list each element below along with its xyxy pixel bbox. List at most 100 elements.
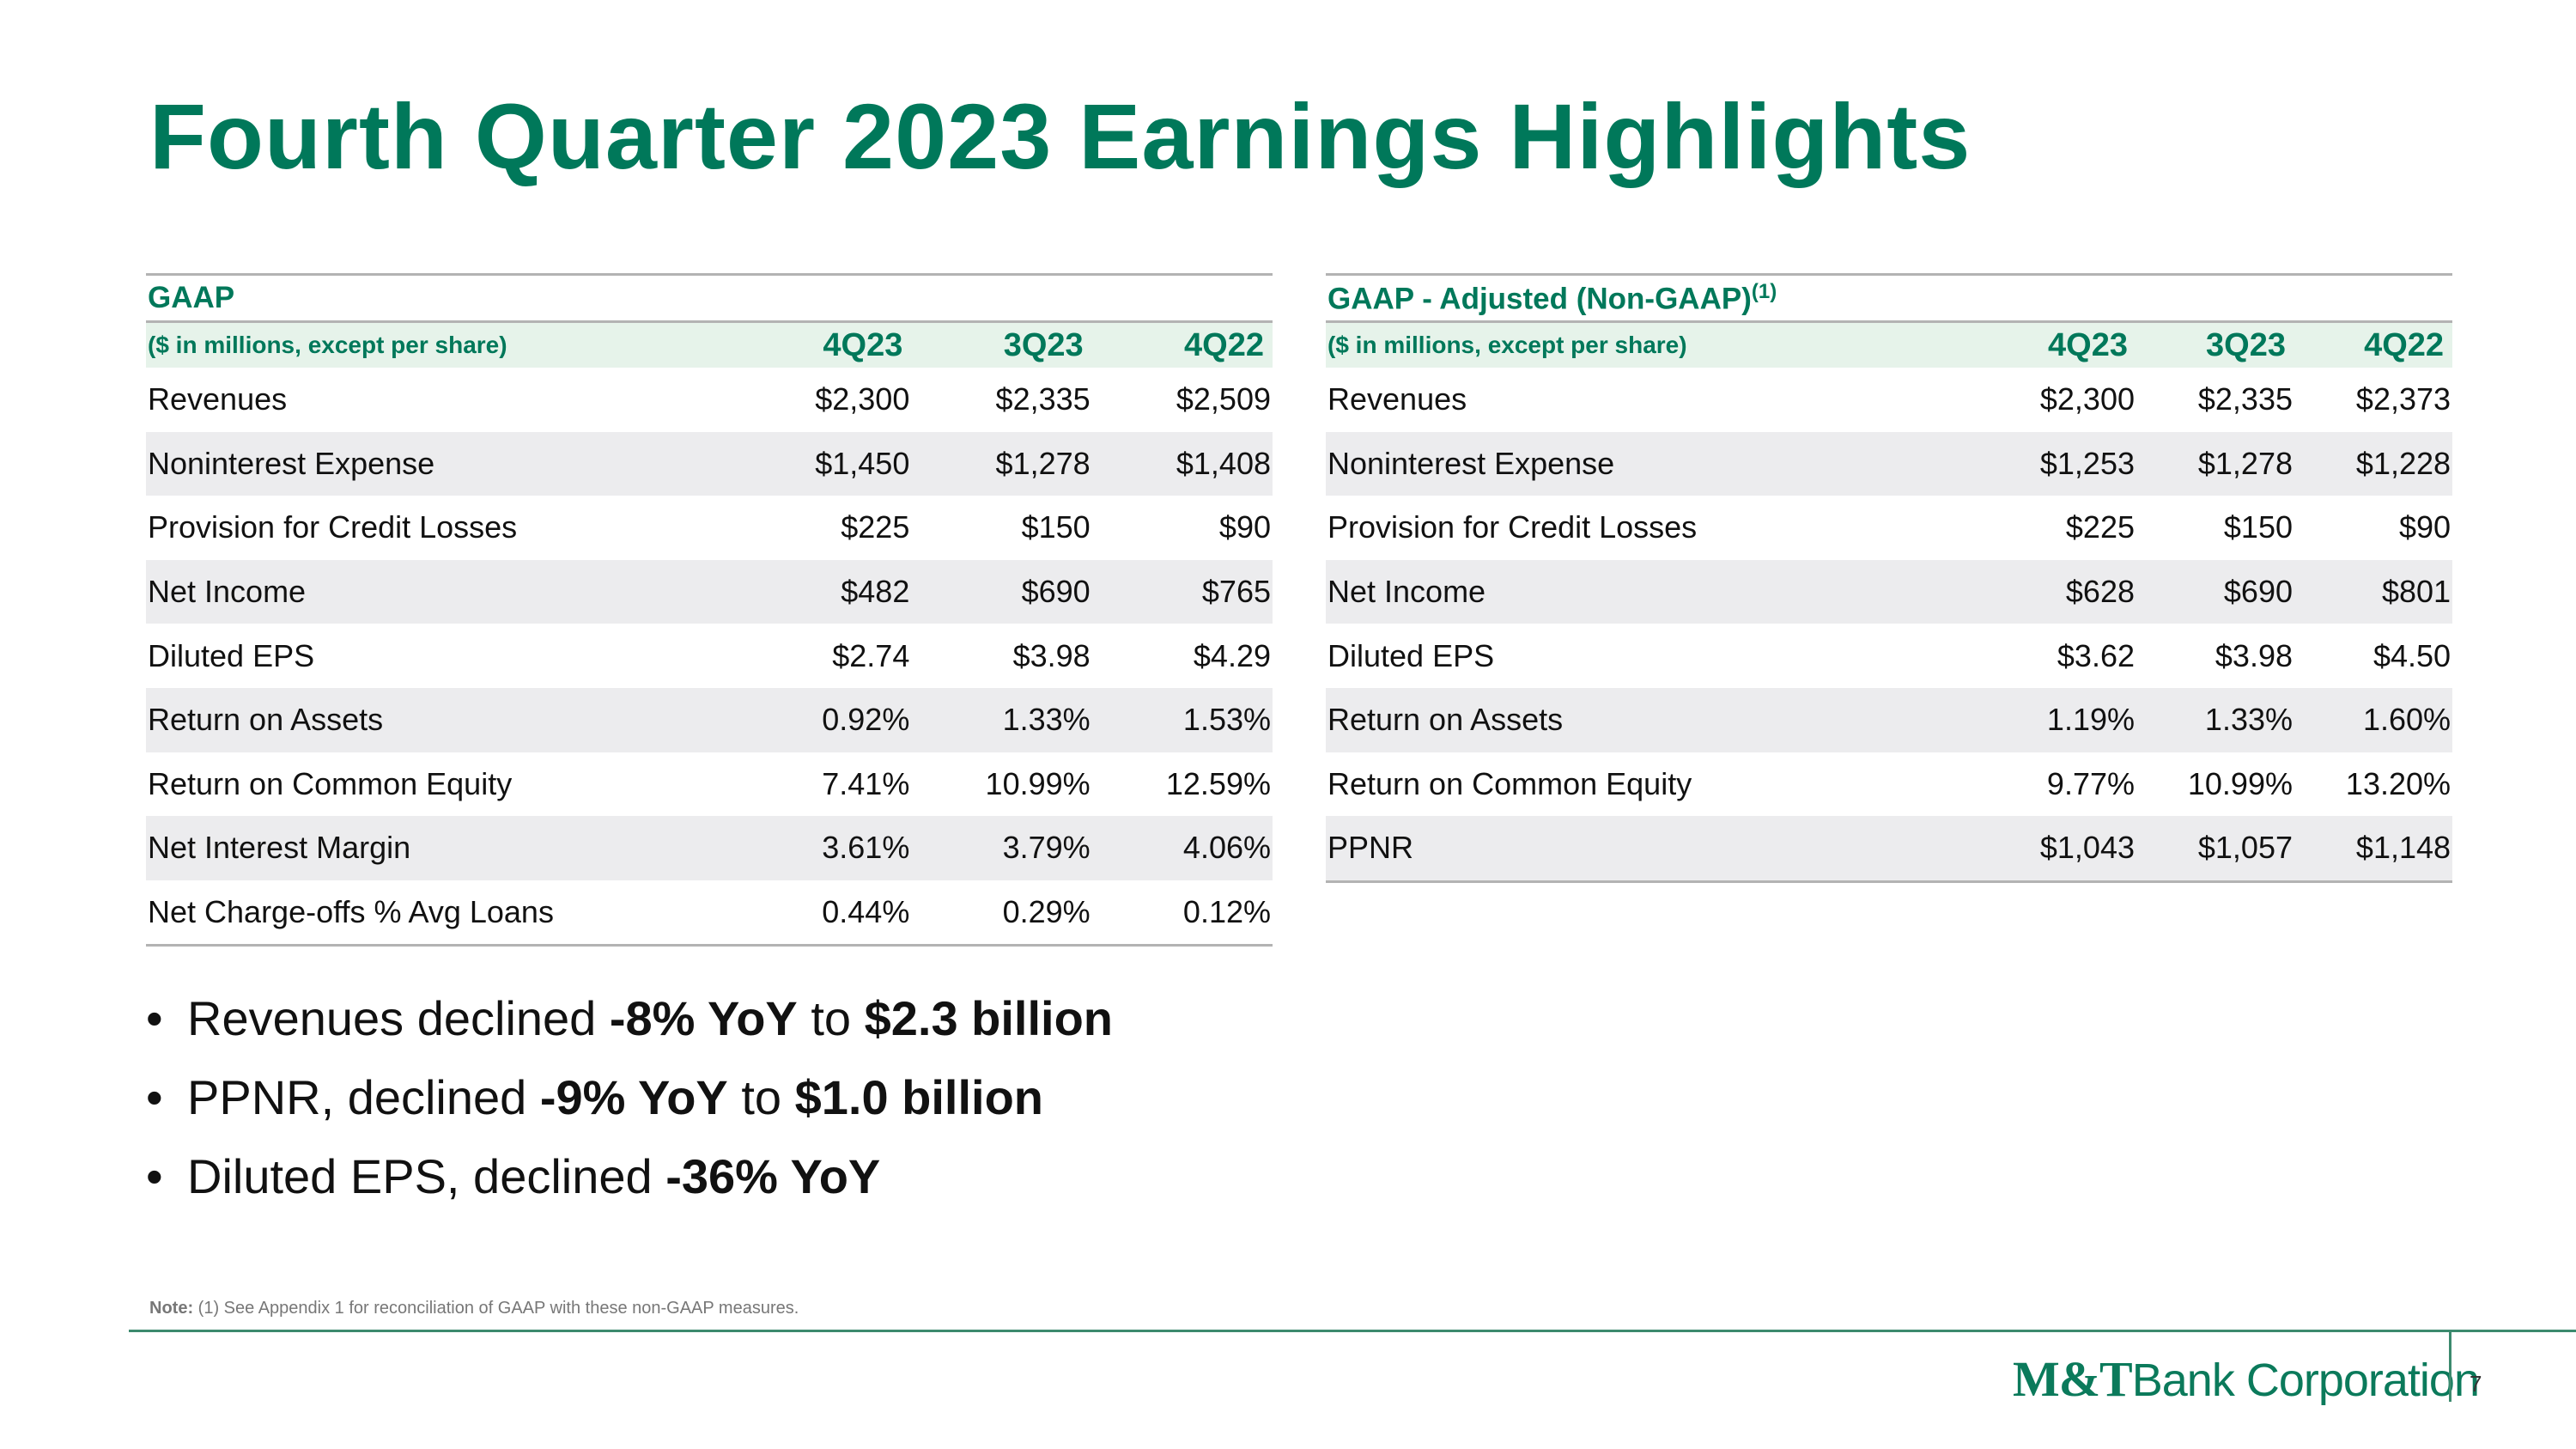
page-title: Fourth Quarter 2023 Earnings Highlights bbox=[149, 84, 1971, 188]
table-row: Net Charge-offs % Avg Loans 0.44% 0.29% … bbox=[146, 880, 1273, 947]
gaap-column-header: ($ in millions, except per share) 4Q23 3… bbox=[146, 321, 1273, 368]
cell-value: $1,450 bbox=[731, 431, 912, 496]
cell-value: 0.12% bbox=[1091, 880, 1273, 947]
bullet-dot: • bbox=[146, 991, 163, 1045]
cell-value: $690 bbox=[2136, 559, 2294, 624]
cell-value: $2,300 bbox=[2039, 381, 2135, 417]
row-label: Provision for Credit Losses bbox=[148, 509, 518, 545]
row-label: Revenues bbox=[148, 381, 288, 417]
cell-value: $1,228 bbox=[2294, 431, 2453, 496]
bullet-emphasis: -9% YoY bbox=[539, 1070, 728, 1124]
cell-value: 1.60% bbox=[2294, 687, 2453, 752]
cell-value: $225 bbox=[2065, 509, 2135, 545]
bullet-emphasis: $1.0 billion bbox=[794, 1070, 1043, 1124]
table-row: Revenues $2,300 $2,335 $2,373 bbox=[1326, 368, 2452, 432]
bullet-text: Revenues declined bbox=[187, 991, 610, 1045]
page-number: 7 bbox=[2470, 1371, 2482, 1397]
cell-value: 1.53% bbox=[1091, 687, 1273, 752]
cell-value: $4.29 bbox=[1193, 637, 1271, 673]
footer-divider bbox=[129, 1330, 2576, 1332]
bullet-text: to bbox=[727, 1070, 795, 1124]
row-label: Diluted EPS bbox=[1327, 637, 1495, 673]
row-label: Net Interest Margin bbox=[146, 816, 732, 880]
adjusted-section-header: GAAP - Adjusted (Non-GAAP)(1) bbox=[1326, 273, 2453, 323]
cell-value: $2,509 bbox=[1176, 381, 1271, 417]
cell-value: $690 bbox=[911, 559, 1092, 624]
cell-value: $3.98 bbox=[1012, 637, 1091, 673]
row-label: Noninterest Expense bbox=[1326, 431, 1978, 496]
gaap-col-4q23: 4Q23 bbox=[731, 321, 912, 368]
cell-value: 0.44% bbox=[731, 880, 912, 947]
cell-value: $1,043 bbox=[1978, 816, 2136, 883]
cell-value: 4.06% bbox=[1091, 816, 1273, 880]
table-row: PPNR $1,043 $1,057 $1,148 bbox=[1326, 816, 2453, 883]
cell-value: $4.50 bbox=[2372, 637, 2451, 673]
footnote: Note: (1) See Appendix 1 for reconciliat… bbox=[149, 1299, 799, 1318]
cell-value: $2,300 bbox=[815, 381, 910, 417]
cell-value: $2,335 bbox=[2197, 381, 2293, 417]
table-row: Return on Common Equity 7.41% 10.99% 12.… bbox=[146, 752, 1273, 817]
row-label: Net Charge-offs % Avg Loans bbox=[146, 880, 732, 947]
table-row: Net Interest Margin 3.61% 3.79% 4.06% bbox=[146, 816, 1273, 880]
cell-value: 3.79% bbox=[911, 816, 1092, 880]
table-row: Return on Assets 0.92% 1.33% 1.53% bbox=[146, 687, 1273, 752]
company-logo: M&TBank Corporation bbox=[2013, 1350, 2480, 1408]
cell-value: 3.61% bbox=[731, 816, 912, 880]
gaap-units-label: ($ in millions, except per share) bbox=[146, 321, 732, 368]
cell-value: $1,057 bbox=[2136, 816, 2294, 883]
bullet-emphasis: -8% YoY bbox=[609, 991, 798, 1045]
cell-value: $1,148 bbox=[2294, 816, 2453, 883]
table-row: Revenues $2,300 $2,335 $2,509 bbox=[146, 368, 1273, 432]
table-row: Provision for Credit Losses $225 $150 $9… bbox=[146, 496, 1273, 560]
cell-value: $2,373 bbox=[2355, 381, 2451, 417]
row-label: Revenues bbox=[1327, 381, 1467, 417]
row-label: PPNR bbox=[1326, 816, 1978, 883]
cell-value: 1.33% bbox=[911, 687, 1092, 752]
footer-vertical-divider bbox=[2449, 1330, 2451, 1402]
cell-value: 10.99% bbox=[2187, 765, 2293, 801]
cell-value: 0.29% bbox=[911, 880, 1092, 947]
cell-value: 1.19% bbox=[1978, 687, 2136, 752]
logo-wordmark: Bank Corporation bbox=[2131, 1355, 2480, 1406]
bullet-emphasis: $2.3 billion bbox=[864, 991, 1114, 1045]
row-label: Return on Assets bbox=[1326, 687, 1978, 752]
table-row: Return on Assets 1.19% 1.33% 1.60% bbox=[1326, 687, 2453, 752]
logo-mark: M&T bbox=[2013, 1351, 2133, 1407]
cell-value: $3.98 bbox=[2215, 637, 2293, 673]
table-row: Diluted EPS $3.62 $3.98 $4.50 bbox=[1326, 624, 2452, 688]
row-label: Diluted EPS bbox=[148, 637, 315, 673]
bullet-text: PPNR, declined bbox=[187, 1070, 540, 1124]
bullet-item: • Revenues declined -8% YoY to $2.3 billi… bbox=[146, 979, 1113, 1058]
cell-value: $628 bbox=[1978, 559, 2136, 624]
cell-value: $801 bbox=[2294, 559, 2453, 624]
note-label: Note: bbox=[149, 1299, 194, 1318]
bullet-dot: • bbox=[146, 1149, 163, 1203]
bullet-text: Diluted EPS, declined bbox=[187, 1149, 666, 1203]
row-label: Provision for Credit Losses bbox=[1327, 509, 1698, 545]
cell-value: $3.62 bbox=[2057, 637, 2135, 673]
cell-value: 10.99% bbox=[985, 765, 1091, 801]
bullet-emphasis: -36% YoY bbox=[665, 1149, 881, 1203]
bullet-dot: • bbox=[146, 1070, 163, 1124]
table-row: Net Income $628 $690 $801 bbox=[1326, 559, 2453, 624]
adjusted-col-4q23: 4Q23 bbox=[1978, 321, 2136, 368]
gaap-section-title: GAAP bbox=[146, 273, 1273, 323]
row-label: Net Income bbox=[1326, 559, 1978, 624]
bullet-item: • PPNR, declined -9% YoY to $1.0 billion bbox=[146, 1058, 1113, 1137]
cell-value: $225 bbox=[841, 509, 910, 545]
table-row: Diluted EPS $2.74 $3.98 $4.29 bbox=[146, 624, 1273, 688]
cell-value: $2.74 bbox=[832, 637, 910, 673]
cell-value: $482 bbox=[731, 559, 912, 624]
gaap-col-3q23: 3Q23 bbox=[911, 321, 1092, 368]
table-row: Noninterest Expense $1,253 $1,278 $1,228 bbox=[1326, 431, 2453, 496]
cell-value: 12.59% bbox=[1165, 765, 1271, 801]
row-label: Net Income bbox=[146, 559, 732, 624]
footnote-ref: (1) bbox=[1751, 279, 1777, 303]
bullet-item: • Diluted EPS, declined -36% YoY bbox=[146, 1137, 1113, 1216]
cell-value: $90 bbox=[1218, 509, 1271, 545]
adjusted-column-header: ($ in millions, except per share) 4Q23 3… bbox=[1326, 321, 2453, 368]
cell-value: $150 bbox=[1021, 509, 1091, 545]
gaap-col-4q22: 4Q22 bbox=[1091, 321, 1273, 368]
adjusted-table: GAAP - Adjusted (Non-GAAP)(1) ($ in mill… bbox=[1326, 273, 2453, 883]
row-label: Return on Common Equity bbox=[148, 765, 513, 801]
